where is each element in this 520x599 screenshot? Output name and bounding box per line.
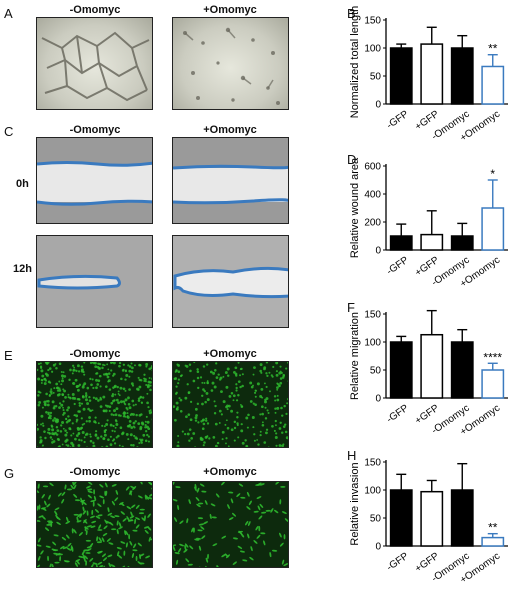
y-tick-label: 200 bbox=[364, 218, 381, 229]
y-tick-label: 400 bbox=[364, 190, 381, 201]
invasion-minus-omomyc-fluorescence-image bbox=[36, 481, 153, 568]
panel-letter-a: A bbox=[4, 6, 13, 21]
c-row-label-12h: 12h bbox=[13, 263, 32, 275]
wound-12h-minus-omomyc-image bbox=[36, 235, 153, 328]
significance-annotation: **** bbox=[483, 350, 502, 364]
y-tick-label: 0 bbox=[375, 542, 381, 553]
a-left-title: -Omomyc bbox=[35, 4, 155, 16]
y-tick-label: 50 bbox=[370, 514, 382, 525]
y-tick-label: 150 bbox=[364, 16, 381, 27]
g-left-title: -Omomyc bbox=[35, 466, 155, 478]
chart-b-ylabel: Normalized total length bbox=[349, 6, 361, 119]
bar-omomyc bbox=[452, 490, 473, 546]
y-tick-label: 150 bbox=[364, 310, 381, 321]
bar-gfp bbox=[421, 492, 442, 546]
bar-omomyc bbox=[482, 538, 503, 546]
e-left-title: -Omomyc bbox=[35, 348, 155, 360]
migration-minus-omomyc-fluorescence-image bbox=[36, 361, 153, 448]
panel-letter-c: C bbox=[4, 124, 13, 139]
bar-gfp bbox=[391, 342, 412, 398]
significance-annotation: * bbox=[490, 167, 495, 181]
c-right-title: +Omomyc bbox=[170, 124, 290, 136]
bar-gfp bbox=[421, 335, 442, 398]
panel-letter-g: G bbox=[4, 466, 14, 481]
x-tick-label: -GFP bbox=[385, 403, 411, 426]
x-tick-label: -GFP bbox=[385, 255, 411, 278]
y-tick-label: 0 bbox=[375, 394, 381, 405]
bar-omomyc bbox=[452, 48, 473, 104]
tube-formation-minus-omomyc-image bbox=[36, 17, 153, 110]
a-right-title: +Omomyc bbox=[170, 4, 290, 16]
invasion-plus-omomyc-fluorescence-image bbox=[172, 481, 289, 568]
c-row-label-0h: 0h bbox=[16, 178, 29, 190]
g-right-title: +Omomyc bbox=[170, 466, 290, 478]
c-left-title: -Omomyc bbox=[35, 124, 155, 136]
tube-formation-plus-omomyc-image bbox=[172, 17, 289, 110]
chart-h-ylabel: Relative invasion bbox=[349, 462, 361, 545]
bar-omomyc bbox=[452, 236, 473, 250]
y-tick-label: 150 bbox=[364, 458, 381, 469]
y-tick-label: 100 bbox=[364, 486, 381, 497]
y-tick-label: 0 bbox=[375, 246, 381, 257]
bar-gfp bbox=[421, 44, 442, 104]
significance-annotation: ** bbox=[488, 521, 498, 535]
bar-gfp bbox=[391, 490, 412, 546]
bar-omomyc bbox=[482, 370, 503, 398]
x-tick-label: -GFP bbox=[385, 109, 411, 132]
wound-12h-plus-omomyc-image bbox=[172, 235, 289, 328]
bar-omomyc bbox=[452, 342, 473, 398]
y-tick-label: 0 bbox=[375, 100, 381, 111]
wound-0h-minus-omomyc-image bbox=[36, 137, 153, 224]
y-tick-label: 50 bbox=[370, 72, 382, 83]
significance-annotation: ** bbox=[488, 42, 498, 56]
e-right-title: +Omomyc bbox=[170, 348, 290, 360]
bar-gfp bbox=[421, 235, 442, 250]
chart-d-ylabel: Relative wound area bbox=[349, 157, 361, 258]
chart-f-ylabel: Relative migration bbox=[349, 312, 361, 400]
y-tick-label: 100 bbox=[364, 44, 381, 55]
y-tick-label: 600 bbox=[364, 162, 381, 173]
y-tick-label: 100 bbox=[364, 338, 381, 349]
panel-letter-e: E bbox=[4, 348, 13, 363]
bar-omomyc bbox=[482, 208, 503, 250]
y-tick-label: 50 bbox=[370, 366, 382, 377]
bar-omomyc bbox=[482, 66, 503, 104]
bar-gfp bbox=[391, 48, 412, 104]
wound-0h-plus-omomyc-image bbox=[172, 137, 289, 224]
migration-plus-omomyc-fluorescence-image bbox=[172, 361, 289, 448]
bar-gfp bbox=[391, 236, 412, 250]
x-tick-label: -GFP bbox=[385, 551, 411, 574]
